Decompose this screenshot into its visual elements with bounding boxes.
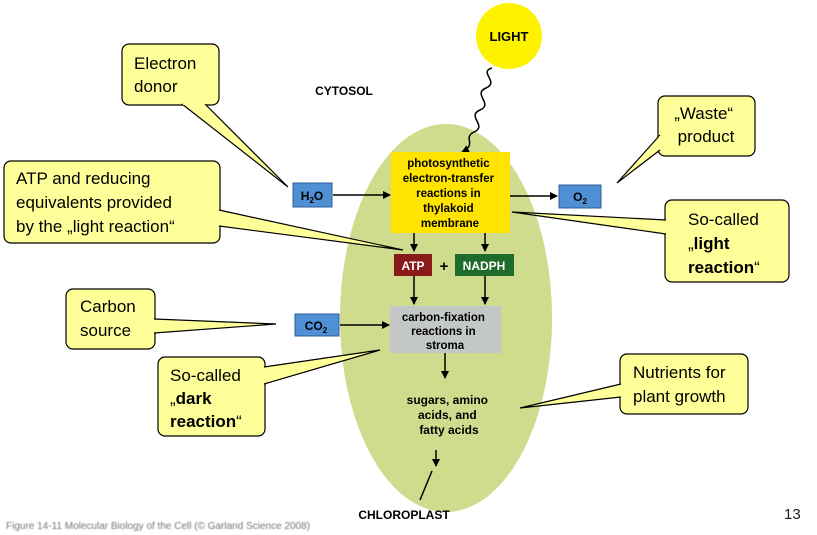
- bold-word: reaction: [170, 412, 236, 431]
- callout-line: plant growth: [633, 387, 726, 406]
- callout-line: „light: [688, 234, 730, 253]
- callout-line: So-called: [170, 366, 241, 385]
- light-process-line: electron-transfer: [403, 173, 495, 185]
- products-text: sugars, amino acids, and fatty acids: [407, 393, 492, 437]
- callout-line: ATP and reducing: [16, 169, 151, 188]
- co2-sub: 2: [323, 326, 328, 335]
- h2o-main: H: [301, 189, 310, 203]
- atp-label: ATP: [401, 259, 424, 273]
- callout-line: equivalents provided: [16, 193, 172, 212]
- bold-word: light: [694, 234, 730, 253]
- figure-caption: Figure 14-11 Molecular Biology of the Ce…: [6, 521, 486, 535]
- callout-line: „dark: [170, 389, 212, 408]
- callout-line: „Waste“: [674, 104, 733, 123]
- light-label: LIGHT: [490, 29, 529, 44]
- close-quote: “: [236, 412, 242, 431]
- bold-word: dark: [176, 389, 212, 408]
- callout-line: reaction“: [688, 258, 760, 277]
- o2-main: O: [573, 190, 582, 204]
- callout-line: reaction“: [170, 412, 242, 431]
- light-process-line: reactions in: [416, 188, 481, 200]
- dark-process-line: stroma: [426, 340, 465, 352]
- callout-line: Nutrients for: [633, 363, 726, 382]
- callout-line: So-called: [688, 210, 759, 229]
- callout-line: Electron: [134, 54, 196, 73]
- light-process-line: photosynthetic: [407, 158, 490, 170]
- products-line: acids, and: [418, 408, 477, 422]
- callout-atp-text: ATP and reducing equivalents provided by…: [16, 169, 177, 236]
- page-number: 13: [784, 506, 801, 523]
- close-quote: “: [754, 258, 760, 277]
- co2-main: CO: [305, 319, 323, 333]
- chloroplast-label: CHLOROPLAST: [358, 508, 450, 522]
- light-process-line: thylakoid: [423, 203, 473, 215]
- products-line: fatty acids: [419, 423, 479, 437]
- bold-word: reaction: [688, 258, 754, 277]
- h2o-tail: O: [314, 189, 323, 203]
- callout-line: source: [80, 321, 131, 340]
- light-process-line: membrane: [421, 218, 479, 230]
- callout-carbon-pointer: [154, 319, 276, 333]
- callout-line: donor: [134, 77, 178, 96]
- callout-waste-pointer: [617, 135, 660, 183]
- callout-line: Carbon: [80, 297, 136, 316]
- products-line: sugars, amino: [407, 393, 488, 407]
- dark-process-line: carbon-fixation: [402, 312, 485, 324]
- callout-line: by the „light reaction“: [16, 217, 175, 236]
- callout-line: product: [678, 127, 735, 146]
- o2-sub: 2: [582, 197, 587, 206]
- cytosol-label: CYTOSOL: [315, 84, 373, 98]
- dark-process-line: reactions in: [411, 326, 476, 338]
- nadph-label: NADPH: [463, 259, 506, 273]
- plus-sign: +: [440, 258, 449, 275]
